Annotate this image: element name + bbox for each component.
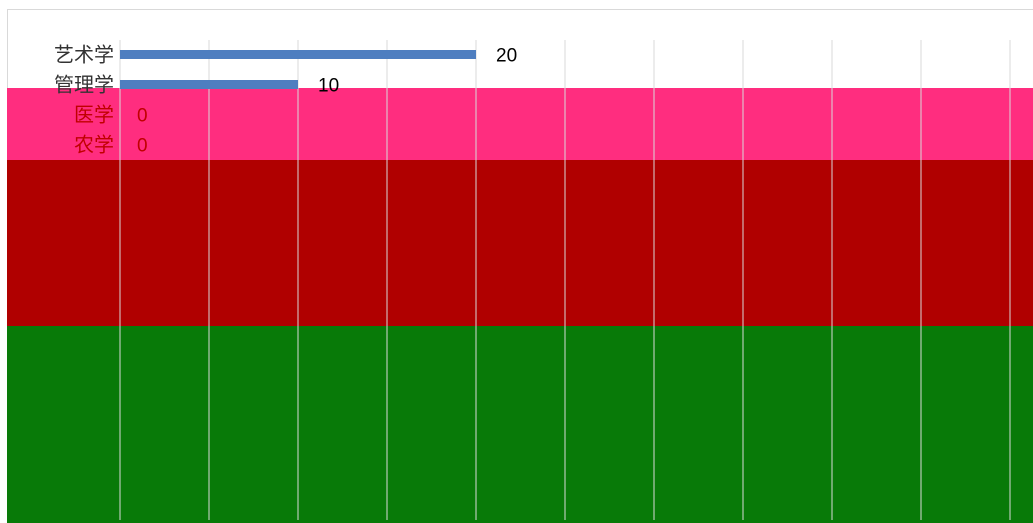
gridlines	[119, 40, 1011, 520]
value-label: 10	[318, 76, 339, 97]
category-label: 农学	[74, 133, 114, 157]
value-label: 20	[496, 46, 517, 67]
value-labels: 20 10 0 0	[137, 46, 517, 157]
value-label: 0	[137, 106, 148, 127]
category-label: 管理学	[54, 73, 114, 97]
bars	[120, 50, 476, 89]
overlay-band-green	[7, 326, 1033, 523]
bar	[120, 50, 476, 59]
value-label: 0	[137, 136, 148, 157]
category-label: 医学	[74, 103, 114, 127]
overlay-band-pink	[7, 88, 1033, 160]
category-label: 艺术学	[54, 43, 114, 67]
bar	[120, 80, 298, 89]
overlay-band-red	[7, 160, 1033, 326]
